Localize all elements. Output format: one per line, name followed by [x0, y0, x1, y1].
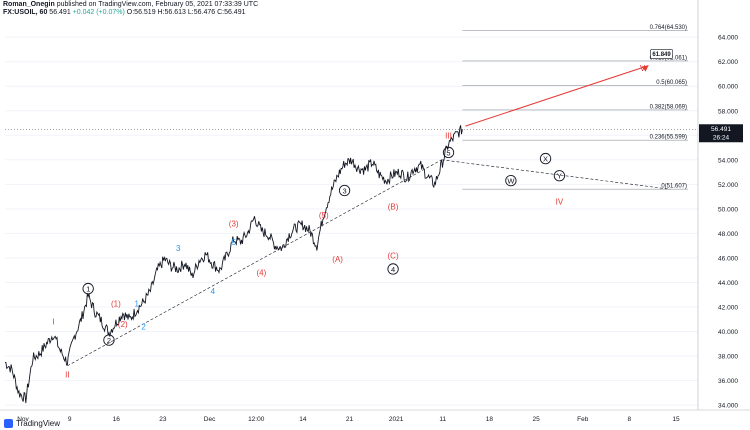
x-tick-label: 14 — [299, 416, 307, 423]
countdown-label: 26:24 — [713, 134, 730, 141]
y-tick-label: 48.000 — [718, 231, 738, 238]
wave-label: 5 — [231, 238, 236, 247]
trendlines — [67, 65, 671, 367]
y-tick-label: 52.000 — [718, 182, 738, 189]
x-tick-label: 12:00 — [248, 416, 265, 423]
price-change: +0.042 (+0.07%) — [72, 9, 125, 16]
wave-label: W — [507, 176, 515, 185]
fib-level-label: 0.382(58.069) — [650, 104, 687, 110]
y-tick-label: 54.000 — [718, 157, 738, 164]
symbol-name: FX:USOIL, 60 — [3, 9, 48, 16]
wave-label: (1) — [111, 299, 121, 308]
fib-level-label: 0.5(60.065) — [656, 80, 687, 86]
wave-circle — [338, 184, 351, 197]
wave-circle — [442, 146, 455, 159]
x-tick-label: Feb — [577, 416, 589, 423]
wave-label: (4) — [257, 269, 267, 278]
x-tick-label: 2021 — [389, 416, 404, 423]
fib-level-label: 0.236(55.599) — [650, 135, 687, 141]
wave-label: (5) — [319, 211, 329, 220]
footer-brand-text: TradingView — [16, 419, 61, 428]
wave-label: 1 — [86, 284, 90, 293]
y-tick-label: 38.000 — [718, 354, 738, 361]
wave-label: (C) — [388, 251, 399, 260]
fib-level-label: 0(51.607) — [661, 184, 687, 190]
wave-label: 4 — [211, 287, 216, 296]
wave-label: 2 — [107, 336, 111, 345]
target-label: 61.849 — [652, 52, 671, 58]
wave-circle — [505, 175, 517, 187]
x-tick-label: 11 — [439, 416, 446, 423]
wave-label: 1 — [134, 299, 139, 308]
projection-arrow — [465, 65, 649, 127]
y-tick-label: 58.000 — [718, 108, 738, 115]
wave-label: IV — [556, 198, 564, 207]
ohlc-values: O:56.519 H:56.613 L:56.476 C:56.491 — [126, 9, 246, 16]
price-line — [4, 125, 463, 404]
y-tick-label: 46.000 — [718, 255, 738, 262]
wave-circle — [82, 282, 94, 295]
fib-level-label: 0.764(64.530) — [650, 25, 687, 31]
x-tick-label: 25 — [532, 416, 540, 423]
current-price-label: 56.491 — [711, 126, 731, 133]
y-tick-label: 60.000 — [718, 84, 738, 91]
footer-brand: TradingView — [4, 419, 60, 428]
x-tick-label: 8 — [628, 416, 632, 423]
y-tick-label: 42.000 — [718, 304, 738, 311]
lower-trendline — [67, 159, 442, 367]
upper-trendline — [441, 159, 671, 190]
grid — [5, 36, 698, 406]
x-tick-label: Dec — [204, 416, 216, 423]
tradingview-logo-icon — [4, 419, 13, 428]
x-tick-label: 15 — [672, 416, 680, 423]
y-tick-label: 64.000 — [718, 35, 738, 42]
y-tick-label: 44.000 — [718, 280, 738, 287]
projection-arrowhead — [641, 65, 649, 72]
y-tick-label: 40.000 — [718, 329, 738, 336]
wave-label: 3 — [176, 244, 181, 253]
last-price: 56.491 — [49, 9, 71, 16]
target-box — [650, 49, 673, 59]
wave-label: (2) — [118, 320, 128, 329]
wave-label: III — [445, 131, 452, 140]
wave-label: (A) — [332, 255, 343, 264]
wave-label: II — [65, 370, 69, 379]
published-text: published on TradingView.com, February 0… — [56, 1, 259, 8]
y-tick-label: 36.000 — [718, 378, 738, 385]
x-tick-label: 18 — [486, 416, 494, 423]
x-tick-label: 21 — [346, 416, 354, 423]
wave-label: Y — [557, 172, 562, 181]
wave-label: V — [640, 64, 646, 73]
price-series — [4, 125, 698, 404]
wave-label: (3) — [229, 220, 239, 229]
wave-label: 4 — [391, 265, 395, 274]
wave-circle — [553, 170, 566, 182]
x-tick-label: 23 — [159, 416, 167, 423]
y-tick-label: 62.000 — [718, 59, 738, 66]
wave-label: 2 — [141, 323, 146, 332]
x-tick-label: 9 — [68, 416, 72, 423]
wave-circle — [539, 152, 552, 165]
current-price-box — [699, 124, 743, 143]
wave-label: 5 — [446, 148, 450, 157]
wave-labels: 61.84912345WXYIIIIIIIVV(1)(2)(3)(4)(5)(A… — [52, 49, 673, 379]
publish-info: Roman_Onegin published on TradingView.co… — [3, 1, 258, 8]
y-tick-label: 34.000 — [718, 403, 738, 410]
symbol-info: FX:USOIL, 60 56.491 +0.042 (+0.07%) O:56… — [3, 9, 245, 16]
wave-label: 3 — [342, 186, 346, 195]
wave-label: (B) — [388, 202, 399, 211]
author-name: Roman_Onegin — [3, 1, 55, 8]
y-tick-label: 50.000 — [718, 206, 738, 213]
wave-label: X — [543, 154, 548, 163]
wave-circle — [387, 263, 399, 275]
wave-label: I — [52, 318, 54, 327]
wave-circle — [103, 334, 115, 346]
x-tick-label: 16 — [113, 416, 121, 423]
x-tick-label: Nov — [17, 416, 29, 423]
